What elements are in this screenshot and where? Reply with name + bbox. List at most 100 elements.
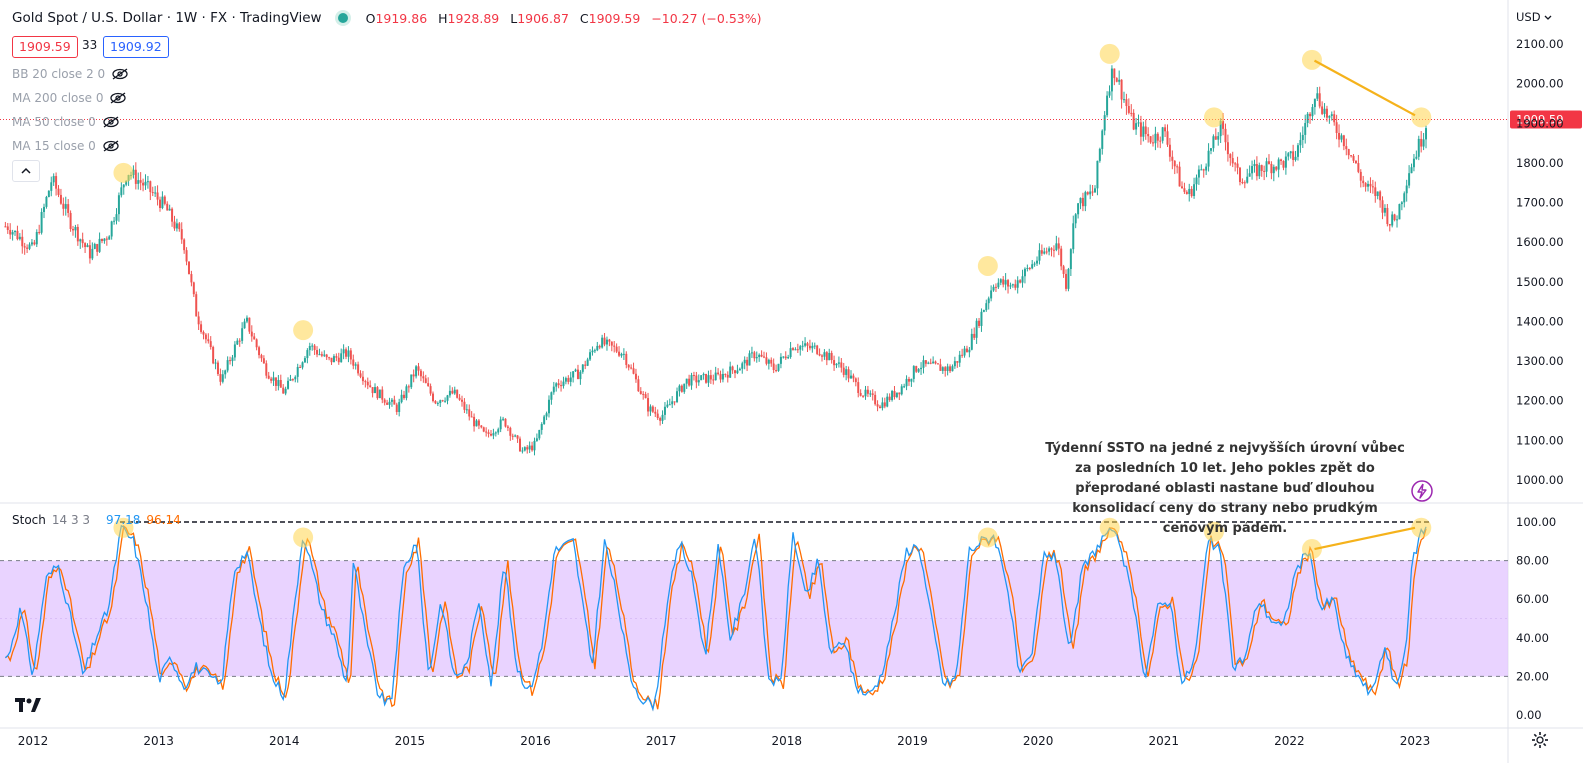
candle-body (55, 176, 58, 189)
candle-body (514, 435, 517, 437)
ohlc-close: 1909.59 (588, 10, 641, 26)
candle-body (1086, 192, 1089, 195)
candle-body (1296, 145, 1299, 157)
hidden-eye-icon[interactable] (102, 116, 120, 128)
candle-body (359, 373, 362, 377)
hidden-eye-icon[interactable] (109, 92, 127, 104)
candle-body (1178, 166, 1181, 187)
candle-body (1091, 191, 1094, 193)
candle-body (598, 345, 601, 348)
candle-body (912, 366, 915, 379)
price-trendline (1313, 59, 1416, 117)
candle-body (1103, 115, 1106, 131)
candle-body (21, 236, 24, 247)
indicator-bb[interactable]: BB 20 close 2 0 (12, 67, 129, 81)
candle-body (550, 392, 553, 400)
candle-body (287, 380, 290, 389)
indicator-ma200[interactable]: MA 200 close 0 (12, 91, 127, 105)
candle-body (91, 248, 94, 259)
stoch-d-line (4, 524, 1427, 712)
candle-body (845, 369, 848, 375)
candle-body (475, 420, 478, 427)
candle-body (216, 362, 219, 375)
candle-body (685, 378, 688, 384)
candle-body (1205, 166, 1208, 171)
candle-body (1304, 123, 1307, 135)
candle-body (1248, 173, 1251, 177)
candle-body (376, 387, 379, 399)
candle-body (332, 356, 335, 363)
hidden-eye-icon[interactable] (111, 68, 129, 80)
candle-body (1214, 136, 1217, 140)
candle-body (427, 383, 430, 387)
candle-body (712, 379, 715, 381)
candle-body (243, 321, 246, 329)
candle-body (671, 401, 674, 405)
candle-body (1410, 167, 1413, 174)
candle-body (1222, 120, 1225, 129)
currency-selector[interactable]: USD (1516, 10, 1552, 24)
candle-body (1280, 159, 1283, 161)
candle-body (1260, 165, 1263, 171)
candle-body (772, 363, 775, 371)
sell-button[interactable]: 1909.59 (12, 36, 78, 58)
candle-body (627, 364, 630, 368)
candle-body (403, 394, 406, 399)
candle-body (765, 357, 768, 364)
candle-body (1209, 148, 1212, 151)
candle-body (98, 238, 101, 252)
candle-body (289, 379, 292, 381)
candle-body (883, 402, 886, 407)
candle-body (429, 386, 432, 394)
candle-body (407, 386, 410, 388)
candle-body (632, 368, 635, 374)
candle-body (651, 406, 654, 412)
candle-body (352, 359, 355, 366)
indicator-ma50[interactable]: MA 50 close 0 (12, 115, 120, 129)
candle-body (284, 388, 287, 394)
tradingview-logo-icon[interactable] (14, 694, 42, 716)
candle-body (248, 317, 251, 332)
candle-body (69, 212, 72, 229)
candle-body (14, 230, 17, 233)
candle-body (1371, 186, 1374, 188)
alert-lightning-icon[interactable] (1410, 479, 1434, 503)
stoch-highlight-marker (1099, 517, 1120, 538)
candle-body (204, 334, 207, 340)
candle-body (446, 395, 449, 401)
candle-body (1038, 250, 1041, 261)
stoch-legend[interactable]: Stoch 14 3 3 97.18 96.14 (12, 513, 181, 527)
symbol-title[interactable]: Gold Spot / U.S. Dollar · 1W · FX · Trad… (12, 10, 322, 26)
chevron-up-icon (21, 167, 31, 174)
candle-body (1335, 122, 1338, 133)
candle-body (1147, 134, 1150, 137)
candle-body (876, 404, 879, 407)
price-change: −10.27 (−0.53%) (651, 10, 762, 26)
candle-body (1142, 126, 1145, 137)
candle-body (659, 418, 662, 421)
candle-body (1342, 135, 1345, 147)
hidden-eye-icon[interactable] (102, 140, 120, 152)
buy-button[interactable]: 1909.92 (103, 36, 169, 58)
candle-body (158, 199, 161, 208)
candle-body (1425, 128, 1428, 140)
candle-body (1325, 108, 1328, 118)
candle-body (9, 229, 12, 235)
candle-body (1118, 79, 1121, 82)
candle-body (1106, 95, 1109, 116)
candle-body (997, 282, 1000, 288)
candle-body (535, 438, 538, 441)
candle-body (825, 352, 828, 361)
candle-body (538, 429, 541, 439)
candle-body (125, 180, 128, 185)
candle-body (1340, 135, 1343, 140)
candle-body (656, 413, 659, 419)
candle-body (226, 360, 229, 371)
settings-gear-icon[interactable] (1531, 731, 1549, 749)
collapse-legend-button[interactable] (12, 160, 40, 182)
candle-body (1197, 169, 1200, 178)
indicator-ma15[interactable]: MA 15 close 0 (12, 139, 120, 153)
candle-body (1287, 153, 1290, 157)
candle-body (516, 435, 519, 439)
